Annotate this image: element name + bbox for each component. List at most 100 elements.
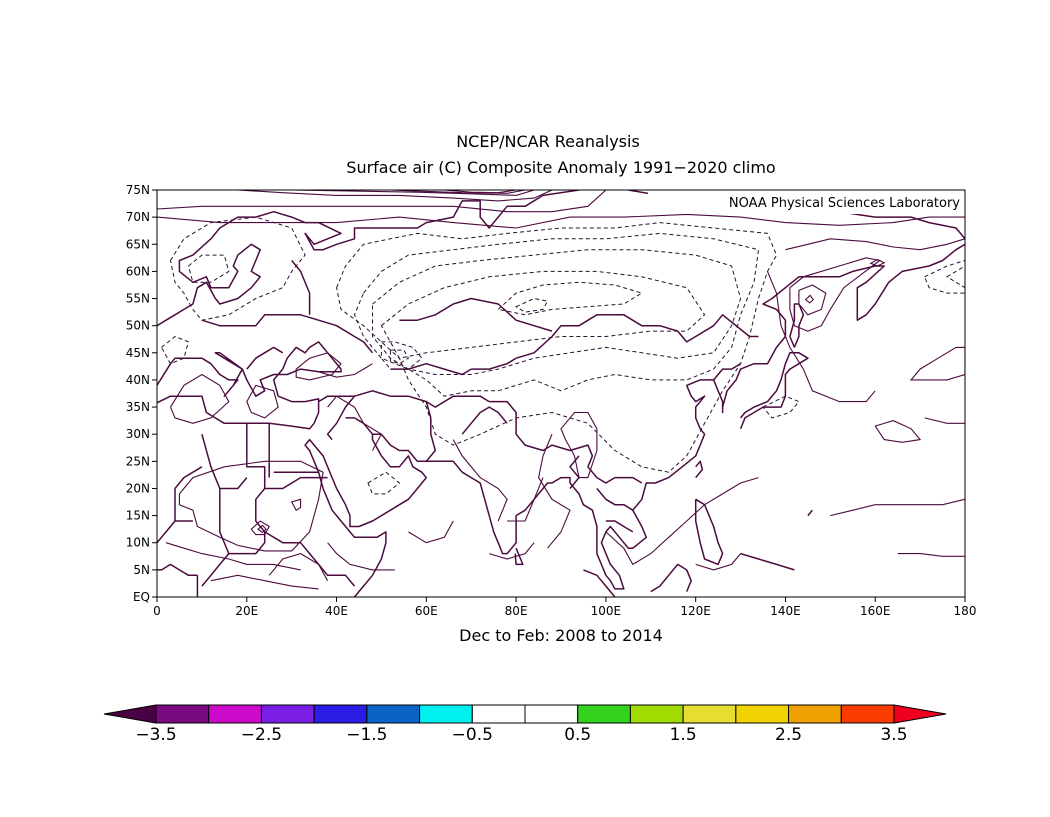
coastline bbox=[807, 509, 813, 517]
anomaly-region-iberia-cold bbox=[160, 335, 190, 365]
colorbar-label: −1.5 bbox=[346, 725, 387, 745]
title-line-2: Surface air (C) Composite Anomaly 1991−2… bbox=[346, 158, 775, 177]
y-tick-label: 10N bbox=[126, 536, 150, 550]
anomaly-region-okhotsk-w15 bbox=[804, 294, 815, 304]
contour-line bbox=[327, 542, 395, 571]
anomaly-region-europe-m1 bbox=[187, 254, 230, 283]
colorbar-label: 0.5 bbox=[564, 725, 591, 745]
map-frame bbox=[156, 189, 966, 598]
country-border bbox=[318, 319, 374, 354]
country-border bbox=[157, 520, 193, 544]
contour-line bbox=[318, 363, 373, 378]
anomaly-region-okhotsk-w1 bbox=[798, 284, 827, 316]
country-border bbox=[471, 357, 517, 370]
contour-line bbox=[169, 373, 230, 424]
contour-line bbox=[605, 477, 759, 566]
x-tick-label: 60E bbox=[415, 604, 438, 618]
country-border bbox=[264, 476, 328, 490]
y-tick-label: 65N bbox=[126, 237, 150, 251]
country-border bbox=[326, 395, 356, 441]
y-tick-label: 5N bbox=[133, 563, 150, 577]
country-border bbox=[713, 363, 741, 381]
country-border bbox=[390, 362, 472, 376]
coastline bbox=[789, 303, 805, 348]
contour-line bbox=[408, 520, 454, 544]
country-border bbox=[318, 390, 490, 408]
y-tick-label: 70N bbox=[126, 210, 150, 224]
country-border bbox=[515, 314, 759, 359]
y-tick-label: 25N bbox=[126, 454, 150, 468]
colorbar-label: 3.5 bbox=[880, 725, 907, 745]
colorbar-swatch bbox=[524, 704, 579, 724]
anomaly-region-arctic-w25 bbox=[444, 190, 517, 194]
y-tick-label: 55N bbox=[126, 292, 150, 306]
colorbar-swatch bbox=[682, 704, 737, 724]
anomaly-region-africa-w1a bbox=[250, 520, 270, 536]
anomaly-region-siberia-cold bbox=[336, 222, 778, 473]
colorbar-under-arrow bbox=[103, 704, 157, 724]
credit-label: NOAA Physical Sciences Laboratory bbox=[729, 196, 960, 211]
credit-box bbox=[648, 192, 964, 214]
y-tick-label: 45N bbox=[126, 346, 150, 360]
colorbar-swatch bbox=[208, 704, 262, 724]
country-border bbox=[425, 401, 437, 462]
anomaly-region-balkans-warm bbox=[295, 352, 342, 381]
x-tick-label: 140E bbox=[770, 604, 801, 618]
x-tick-label: 120E bbox=[680, 604, 711, 618]
coastline bbox=[583, 569, 616, 597]
contour-line bbox=[507, 477, 544, 522]
contour-line bbox=[157, 213, 965, 229]
contour-line bbox=[830, 498, 965, 517]
contour-line bbox=[766, 271, 876, 403]
anomaly-region-siberia-m25 bbox=[497, 281, 644, 316]
contour-line bbox=[785, 238, 965, 251]
country-border bbox=[596, 488, 634, 511]
x-tick-label: 180 bbox=[954, 604, 977, 618]
contour-line bbox=[327, 395, 383, 451]
colorbar-swatch bbox=[419, 704, 473, 724]
colorbar-label: 1.5 bbox=[670, 725, 697, 745]
country-border bbox=[219, 477, 248, 490]
y-tick-label: 60N bbox=[126, 264, 150, 278]
contour-line bbox=[452, 439, 508, 522]
colorbar-swatch bbox=[313, 704, 368, 724]
colorbar-over-arrow bbox=[893, 704, 947, 724]
coastline bbox=[740, 552, 795, 571]
country-border bbox=[264, 531, 356, 587]
anomaly-region-siberia-m15 bbox=[372, 249, 742, 375]
country-border bbox=[489, 400, 643, 484]
anomaly-region-okhotsk-north-w1 bbox=[869, 258, 886, 267]
colorbar-label: −2.5 bbox=[241, 725, 282, 745]
colorbar-label: 2.5 bbox=[775, 725, 802, 745]
y-tick-label: 15N bbox=[126, 509, 150, 523]
colorbar-swatch bbox=[629, 704, 684, 724]
country-border bbox=[569, 455, 580, 489]
country-border bbox=[605, 520, 634, 533]
x-tick-label: 40E bbox=[325, 604, 348, 618]
country-border bbox=[246, 346, 284, 370]
contour-line bbox=[489, 542, 535, 560]
country-border bbox=[345, 417, 374, 435]
x-tick-label: 100E bbox=[591, 604, 622, 618]
country-border bbox=[399, 297, 553, 332]
subtitle: Dec to Feb: 2008 to 2014 bbox=[459, 626, 663, 645]
anomaly-region-med-warm bbox=[246, 384, 279, 419]
colorbar-swatch bbox=[788, 704, 842, 724]
country-border bbox=[461, 406, 508, 435]
anomaly-region-bering-cold bbox=[923, 259, 965, 294]
x-tick-label: 80E bbox=[505, 604, 528, 618]
country-borders bbox=[157, 260, 759, 587]
country-border bbox=[201, 314, 319, 327]
map: NOAA Physical Sciences Laboratory 0 20E 40… bbox=[126, 183, 977, 618]
x-tick-label: 20E bbox=[235, 604, 258, 618]
anomaly-region-arctic-w2 bbox=[390, 190, 526, 194]
y-tick-label: 35N bbox=[126, 400, 150, 414]
colorbar-label: −0.5 bbox=[452, 725, 493, 745]
anomaly-region-bering-m1 bbox=[946, 265, 965, 289]
x-axis: 0 20E 40E 60E 80E 100E 120E 140E 160E 180 bbox=[153, 597, 976, 618]
anomaly-region-arctic-w15 bbox=[291, 190, 535, 196]
anomaly-region-siberia-m1 bbox=[353, 232, 760, 397]
country-border bbox=[201, 553, 230, 587]
